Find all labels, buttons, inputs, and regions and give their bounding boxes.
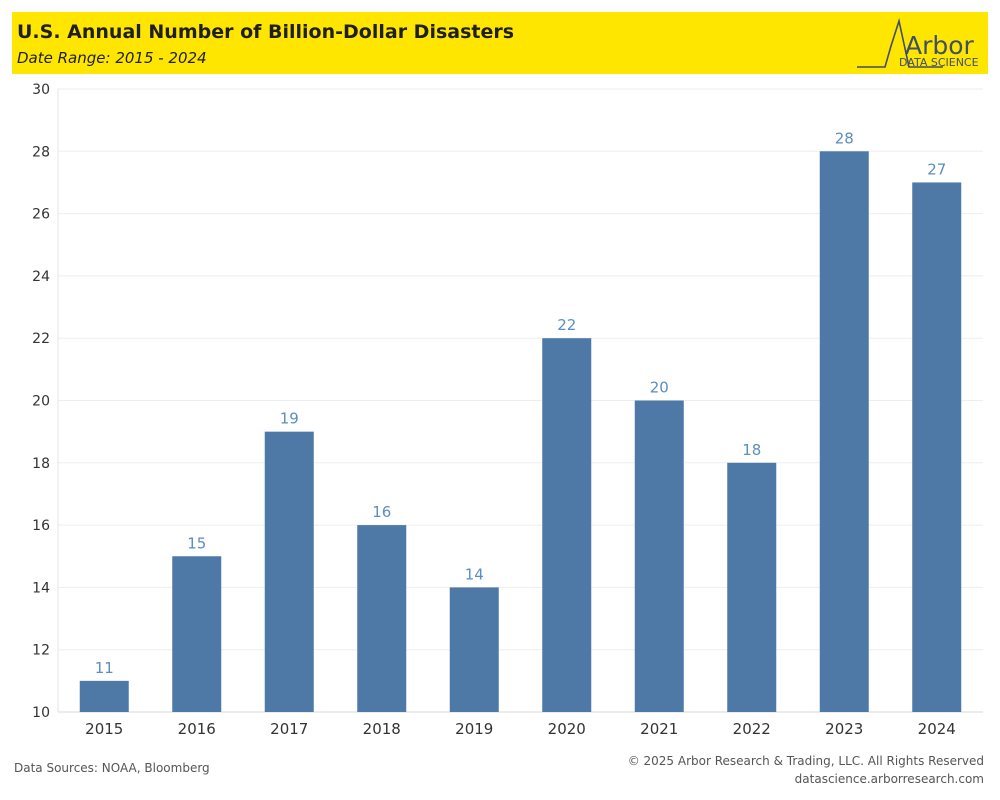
y-tick-label: 10 xyxy=(32,705,50,721)
bar-2015 xyxy=(79,680,129,712)
data-label-2023: 28 xyxy=(835,129,854,147)
data-sources: Data Sources: NOAA, Bloomberg xyxy=(14,761,210,775)
data-label-2018: 16 xyxy=(372,503,391,521)
footer-credits: © 2025 Arbor Research & Trading, LLC. Al… xyxy=(628,752,984,788)
y-tick-label: 16 xyxy=(32,518,50,534)
bar-2017 xyxy=(264,431,314,712)
y-tick-label: 18 xyxy=(32,456,50,472)
data-label-2021: 20 xyxy=(650,379,669,397)
data-label-2016: 15 xyxy=(187,534,206,552)
data-label-2024: 27 xyxy=(927,160,946,178)
bar-2018 xyxy=(357,525,407,712)
chart-title: U.S. Annual Number of Billion-Dollar Dis… xyxy=(17,21,515,43)
y-tick-label: 30 xyxy=(32,82,50,98)
x-tick-label-2024: 2024 xyxy=(918,720,956,738)
bar-2024 xyxy=(912,182,962,712)
y-tick-label: 28 xyxy=(32,144,50,160)
logo-tagline: DATA SCIENCE xyxy=(899,56,979,69)
x-tick-label-2021: 2021 xyxy=(640,720,678,738)
bar-2020 xyxy=(542,338,592,712)
bar-2022 xyxy=(727,462,777,712)
copyright-text: © 2025 Arbor Research & Trading, LLC. Al… xyxy=(627,754,984,768)
x-tick-label-2022: 2022 xyxy=(733,720,771,738)
header-banner: U.S. Annual Number of Billion-Dollar Dis… xyxy=(12,12,988,74)
x-tick-label-2023: 2023 xyxy=(825,720,863,738)
website-link[interactable]: datascience.arborresearch.com xyxy=(794,772,984,786)
bar-chart: 1012141618202224262830112015152016192017… xyxy=(32,82,983,738)
data-label-2022: 18 xyxy=(742,441,761,459)
chart-subtitle: Date Range: 2015 - 2024 xyxy=(17,49,207,67)
x-tick-label-2019: 2019 xyxy=(455,720,493,738)
x-tick-label-2015: 2015 xyxy=(85,720,123,738)
arbor-logo: Arbor DATA SCIENCE xyxy=(857,18,979,69)
logo-wordmark: Arbor xyxy=(905,31,975,60)
y-tick-label: 14 xyxy=(32,580,50,596)
y-tick-label: 26 xyxy=(32,207,50,223)
x-tick-label-2016: 2016 xyxy=(178,720,216,738)
data-label-2015: 11 xyxy=(95,659,114,677)
y-tick-label: 24 xyxy=(32,269,50,285)
data-label-2017: 19 xyxy=(280,410,299,428)
x-tick-label-2018: 2018 xyxy=(363,720,401,738)
bar-2023 xyxy=(819,151,869,713)
data-label-2019: 14 xyxy=(465,565,484,583)
y-tick-label: 20 xyxy=(32,394,50,410)
bar-2016 xyxy=(172,556,222,712)
bar-2021 xyxy=(634,400,684,712)
x-tick-label-2017: 2017 xyxy=(270,720,308,738)
y-tick-label: 22 xyxy=(32,331,50,347)
x-tick-label-2020: 2020 xyxy=(548,720,586,738)
logo-peak-icon xyxy=(857,18,943,68)
bar-2019 xyxy=(449,587,499,712)
y-tick-label: 12 xyxy=(32,643,50,659)
data-label-2020: 22 xyxy=(557,316,576,334)
